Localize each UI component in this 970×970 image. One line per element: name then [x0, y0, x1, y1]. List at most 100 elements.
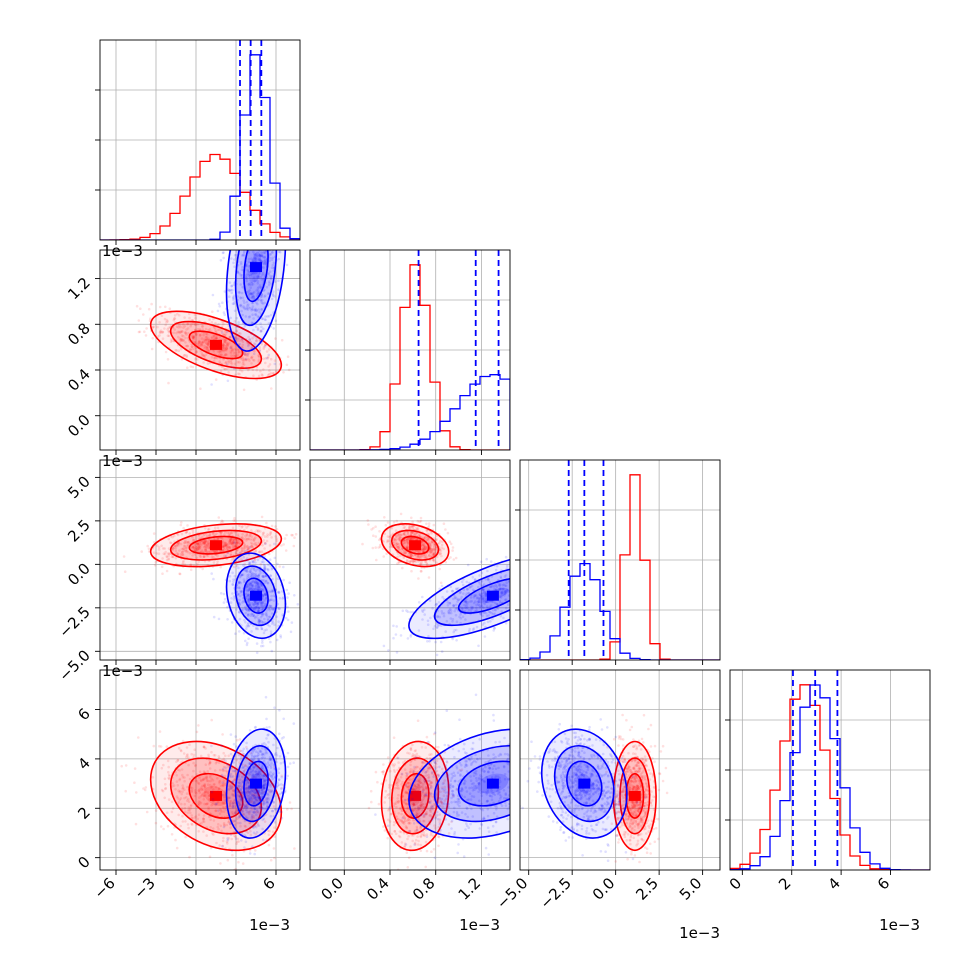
scatter-point	[247, 573, 251, 576]
scatter-point	[167, 330, 171, 334]
scatter-point	[248, 570, 252, 573]
scatter-point	[395, 519, 399, 523]
scatter-point	[277, 590, 281, 594]
scatter-point	[470, 607, 473, 611]
scatter-point	[230, 257, 233, 260]
scatter-point	[260, 644, 263, 648]
scatter-point	[212, 359, 216, 363]
scatter-point	[261, 612, 264, 616]
scatter-point	[252, 560, 255, 564]
scatter-point	[394, 541, 398, 544]
scatter-point	[239, 261, 243, 264]
scatter-point	[440, 554, 443, 558]
scatter-point	[260, 298, 264, 302]
scatter-point	[491, 617, 494, 621]
scatter-point	[427, 522, 431, 525]
scatter-point	[263, 343, 267, 347]
scatter-point	[203, 533, 206, 537]
scatter-point	[247, 562, 251, 565]
scatter-point	[234, 519, 237, 522]
scatter-point	[180, 339, 184, 342]
scatter-point	[153, 563, 157, 567]
scatter-point	[232, 538, 236, 541]
scatter-point	[182, 338, 185, 342]
scatter-point	[211, 532, 215, 536]
scatter-point	[183, 545, 187, 548]
scatter-point	[261, 621, 265, 624]
scatter-point	[382, 644, 386, 648]
scatter-point	[262, 327, 265, 331]
scatter-point	[197, 534, 201, 537]
scatter-point	[406, 540, 409, 544]
scatter-point	[251, 614, 255, 617]
scatter-point	[247, 624, 251, 628]
scatter-point	[212, 317, 215, 321]
scatter-point	[170, 339, 174, 343]
scatter-point	[181, 330, 184, 333]
scatter-point	[473, 594, 477, 597]
scatter-point	[188, 316, 191, 320]
scatter-point	[237, 350, 241, 354]
scatter-point	[242, 580, 246, 584]
scatter-point	[429, 548, 432, 551]
scatter-point	[259, 604, 263, 607]
scatter-point	[417, 555, 421, 558]
scatter-point	[238, 342, 241, 346]
scatter-point	[264, 294, 267, 298]
scatter-point	[217, 323, 220, 326]
scatter-point	[258, 253, 262, 257]
scatter-point	[253, 600, 257, 604]
scatter-point	[264, 357, 267, 360]
scatter-point	[432, 552, 436, 556]
scatter-point	[161, 572, 164, 575]
scatter-point	[142, 787, 145, 790]
scatter-point	[427, 532, 431, 536]
scatter-point	[152, 532, 156, 535]
scatter-point	[247, 343, 250, 347]
scatter-point	[179, 338, 182, 342]
scatter-point	[245, 643, 249, 647]
scatter-point	[237, 541, 241, 544]
scatter-point	[245, 594, 248, 598]
scatter-point	[263, 566, 267, 570]
scatter-point	[244, 639, 247, 643]
scatter-point	[378, 538, 381, 542]
scatter-point	[409, 537, 413, 541]
scatter-point	[165, 320, 168, 324]
scatter-point	[259, 588, 263, 591]
scatter-point	[248, 292, 252, 295]
scatter-point	[256, 602, 260, 606]
scatter-point	[257, 602, 260, 605]
scatter-point	[239, 589, 242, 593]
scatter-point	[416, 550, 419, 553]
scatter-point	[213, 356, 217, 360]
scatter-point	[195, 556, 199, 560]
scatter-point	[241, 362, 245, 366]
scatter-point	[399, 536, 402, 540]
scatter-point	[258, 606, 261, 609]
scatter-point	[417, 629, 421, 632]
scatter-point	[239, 262, 243, 266]
scatter-point	[223, 340, 226, 343]
scatter-point	[214, 533, 217, 537]
scatter-point	[412, 559, 415, 563]
scatter-point	[225, 546, 229, 549]
scatter-point	[227, 288, 230, 292]
scatter-point	[416, 554, 420, 557]
scatter-point	[252, 352, 256, 356]
scatter-point	[250, 542, 254, 546]
scatter-point	[430, 540, 434, 543]
scatter-point	[257, 585, 261, 589]
scatter-point	[224, 353, 227, 356]
scatter-point	[198, 545, 201, 548]
scatter-point	[505, 581, 508, 584]
scatter-point	[226, 344, 229, 348]
scatter-point	[264, 250, 268, 253]
scatter-point	[265, 613, 268, 616]
scatter-point	[432, 523, 436, 527]
scatter-point	[182, 544, 186, 548]
scatter-point	[261, 593, 265, 597]
scatter-point	[235, 549, 239, 552]
scatter-point	[190, 345, 194, 349]
scatter-point	[465, 587, 469, 591]
